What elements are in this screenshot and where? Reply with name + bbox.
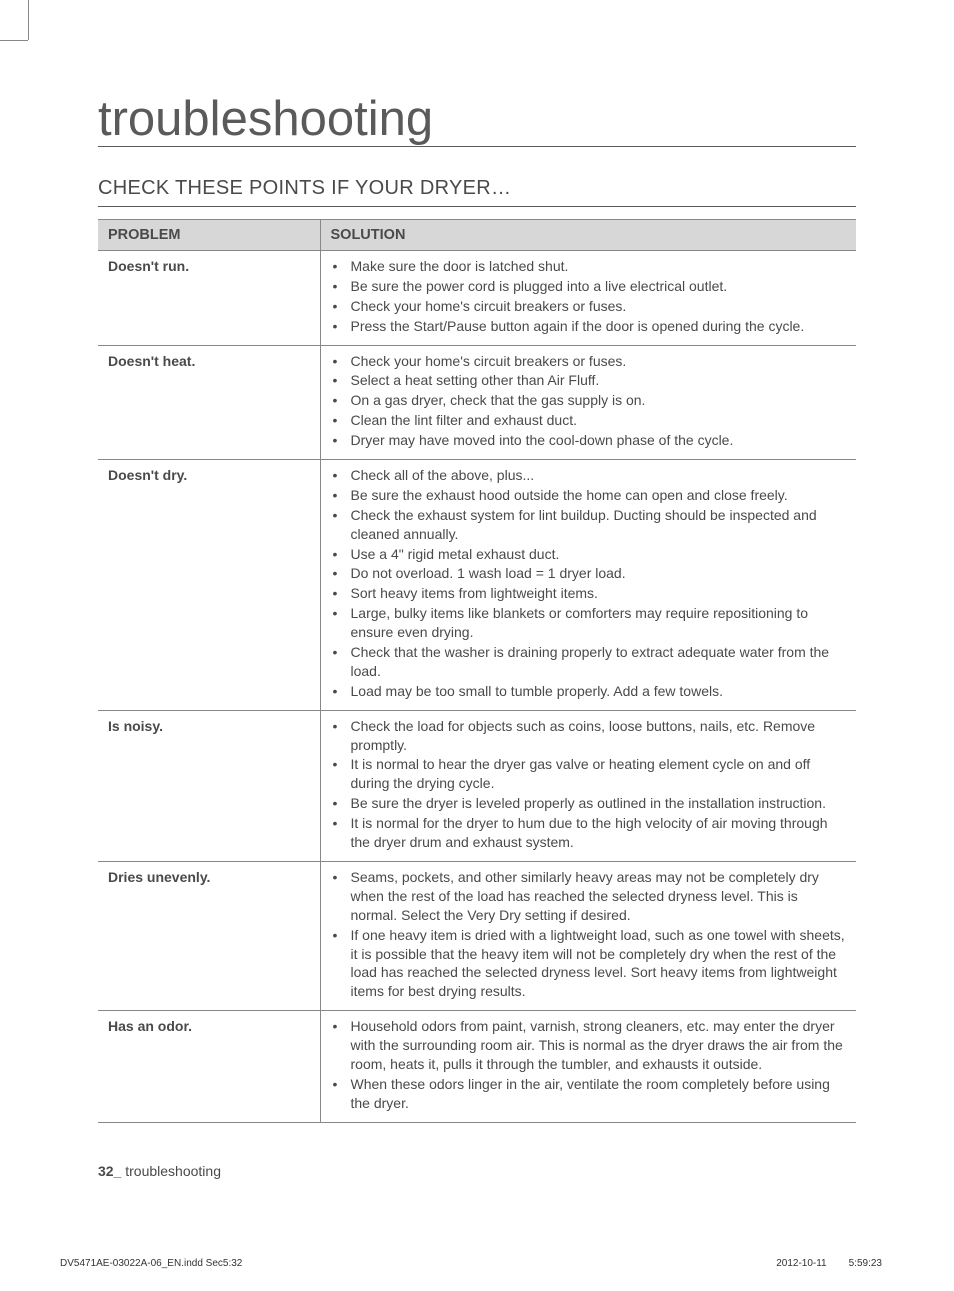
solution-cell: Make sure the door is latched shut.Be su… [320, 251, 856, 346]
solution-item: Dryer may have moved into the cool-down … [331, 431, 847, 450]
table-row: Doesn't heat. Check your home's circuit b… [98, 345, 856, 459]
solution-cell: Check all of the above, plus...Be sure t… [320, 460, 856, 711]
solution-item: On a gas dryer, check that the gas suppl… [331, 391, 847, 410]
table-row: Doesn't run.Make sure the door is latche… [98, 251, 856, 346]
solution-list: Household odors from paint, varnish, str… [331, 1017, 847, 1112]
table-row: Has an odor.Household odors from paint, … [98, 1011, 856, 1122]
print-metadata: DV5471AE-03022A-06_EN.indd Sec5:32 2012-… [60, 1258, 882, 1269]
solution-cell: Check the load for objects such as coins… [320, 710, 856, 861]
solution-item: Sort heavy items from lightweight items. [331, 584, 847, 603]
header-problem: PROBLEM [98, 220, 320, 251]
page-footer: 32_ troubleshooting [98, 1163, 221, 1179]
section-rule [98, 206, 856, 207]
footer-section: troubleshooting [125, 1163, 221, 1179]
solution-item: Check your home's circuit breakers or fu… [331, 352, 847, 371]
solution-item: Check your home's circuit breakers or fu… [331, 297, 847, 316]
solution-item: Household odors from paint, varnish, str… [331, 1017, 847, 1074]
problem-cell: Dries unevenly. [98, 861, 320, 1010]
problem-cell: Doesn't dry. [98, 460, 320, 711]
solution-item: Use a 4" rigid metal exhaust duct. [331, 545, 847, 564]
solution-item: Load may be too small to tumble properly… [331, 682, 847, 701]
page-number: 32_ [98, 1163, 121, 1179]
table-row: Doesn't dry.Check all of the above, plus… [98, 460, 856, 711]
troubleshooting-table: PROBLEM SOLUTION Doesn't run.Make sure t… [98, 219, 856, 1123]
header-solution: SOLUTION [320, 220, 856, 251]
print-time: 5:59:23 [849, 1258, 882, 1269]
solution-item: Check the exhaust system for lint buildu… [331, 506, 847, 544]
solution-cell: Seams, pockets, and other similarly heav… [320, 861, 856, 1010]
solution-list: Check your home's circuit breakers or fu… [331, 352, 847, 450]
page-content: troubleshooting CHECK THESE POINTS IF YO… [0, 0, 954, 1123]
solution-list: Make sure the door is latched shut.Be su… [331, 257, 847, 336]
section-heading: CHECK THESE POINTS IF YOUR DRYER… [98, 177, 856, 200]
solution-list: Seams, pockets, and other similarly heav… [331, 868, 847, 1001]
solution-item: Do not overload. 1 wash load = 1 dryer l… [331, 564, 847, 583]
solution-item: Press the Start/Pause button again if th… [331, 317, 847, 336]
solution-item: It is normal for the dryer to hum due to… [331, 814, 847, 852]
solution-item: Check all of the above, plus... [331, 466, 847, 485]
solution-item: Select a heat setting other than Air Flu… [331, 371, 847, 390]
solution-item: Large, bulky items like blankets or comf… [331, 604, 847, 642]
problem-cell: Doesn't run. [98, 251, 320, 346]
solution-item: Be sure the dryer is leveled properly as… [331, 794, 847, 813]
problem-cell: Has an odor. [98, 1011, 320, 1122]
solution-item: Seams, pockets, and other similarly heav… [331, 868, 847, 925]
solution-cell: Household odors from paint, varnish, str… [320, 1011, 856, 1122]
crop-mark-v [28, 0, 29, 40]
solution-cell: Check your home's circuit breakers or fu… [320, 345, 856, 459]
crop-mark-h [0, 40, 28, 41]
solution-list: Check the load for objects such as coins… [331, 717, 847, 852]
solution-item: If one heavy item is dried with a lightw… [331, 926, 847, 1002]
table-row: Dries unevenly.Seams, pockets, and other… [98, 861, 856, 1010]
problem-cell: Doesn't heat. [98, 345, 320, 459]
table-row: Is noisy. Check the load for objects such… [98, 710, 856, 861]
solution-item: Be sure the exhaust hood outside the hom… [331, 486, 847, 505]
solution-list: Check all of the above, plus...Be sure t… [331, 466, 847, 701]
problem-cell: Is noisy. [98, 710, 320, 861]
solution-item: When these odors linger in the air, vent… [331, 1075, 847, 1113]
solution-item: It is normal to hear the dryer gas valve… [331, 755, 847, 793]
solution-item: Be sure the power cord is plugged into a… [331, 277, 847, 296]
solution-item: Check the load for objects such as coins… [331, 717, 847, 755]
print-file: DV5471AE-03022A-06_EN.indd Sec5:32 [60, 1258, 242, 1269]
page-title: troubleshooting [98, 95, 433, 147]
print-date: 2012-10-11 [776, 1258, 826, 1269]
table-header-row: PROBLEM SOLUTION [98, 220, 856, 251]
solution-item: Check that the washer is draining proper… [331, 643, 847, 681]
solution-item: Make sure the door is latched shut. [331, 257, 847, 276]
solution-item: Clean the lint filter and exhaust duct. [331, 411, 847, 430]
